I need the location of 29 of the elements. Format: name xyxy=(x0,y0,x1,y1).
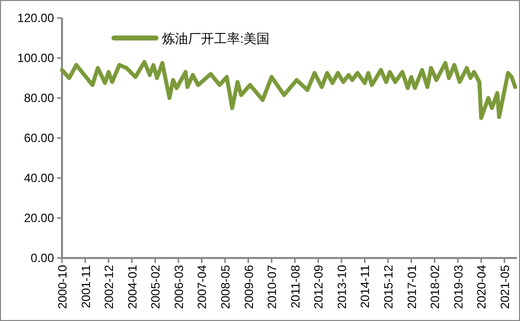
x-tick-label: 2019-03 xyxy=(451,264,466,310)
y-tick-label: 20.00 xyxy=(24,211,54,225)
y-tick-label: 100.00 xyxy=(17,51,54,65)
x-tick-label: 2018-02 xyxy=(428,264,442,310)
x-tick-label: 2017-01 xyxy=(404,264,419,310)
legend-label: 炼油厂开工率:美国 xyxy=(162,31,270,46)
x-tick-label: 2012-09 xyxy=(312,264,326,310)
x-tick-label: 2020-04 xyxy=(474,264,489,310)
y-tick-label: 40.00 xyxy=(24,171,54,185)
x-tick-label: 2010-07 xyxy=(265,264,280,310)
x-tick-label: 2008-05 xyxy=(218,264,233,310)
x-tick-label: 2000-10 xyxy=(56,264,70,310)
x-tick-label: 2013-10 xyxy=(334,264,349,310)
x-tick-label: 2005-02 xyxy=(148,264,163,310)
x-tick-label: 2002-12 xyxy=(102,264,116,310)
x-tick-label: 2011-08 xyxy=(288,264,302,308)
y-tick-label: 120.00 xyxy=(17,11,54,25)
x-tick-label: 2006-03 xyxy=(172,264,186,310)
y-tick-label: 0.00 xyxy=(30,251,54,265)
x-tick-label: 2004-01 xyxy=(125,264,140,310)
x-tick-label: 2001-11 xyxy=(78,264,93,308)
y-tick-label: 80.00 xyxy=(24,91,54,105)
x-tick-label: 2014-11 xyxy=(358,264,372,308)
y-tick-label: 60.00 xyxy=(24,131,54,145)
x-tick-label: 2021-05 xyxy=(498,264,512,310)
x-tick-label: 2007-04 xyxy=(195,264,210,310)
x-tick-label: 2009-06 xyxy=(242,264,256,310)
x-tick-label: 2015-12 xyxy=(382,264,396,310)
legend: 炼油厂开工率:美国 xyxy=(112,31,270,46)
